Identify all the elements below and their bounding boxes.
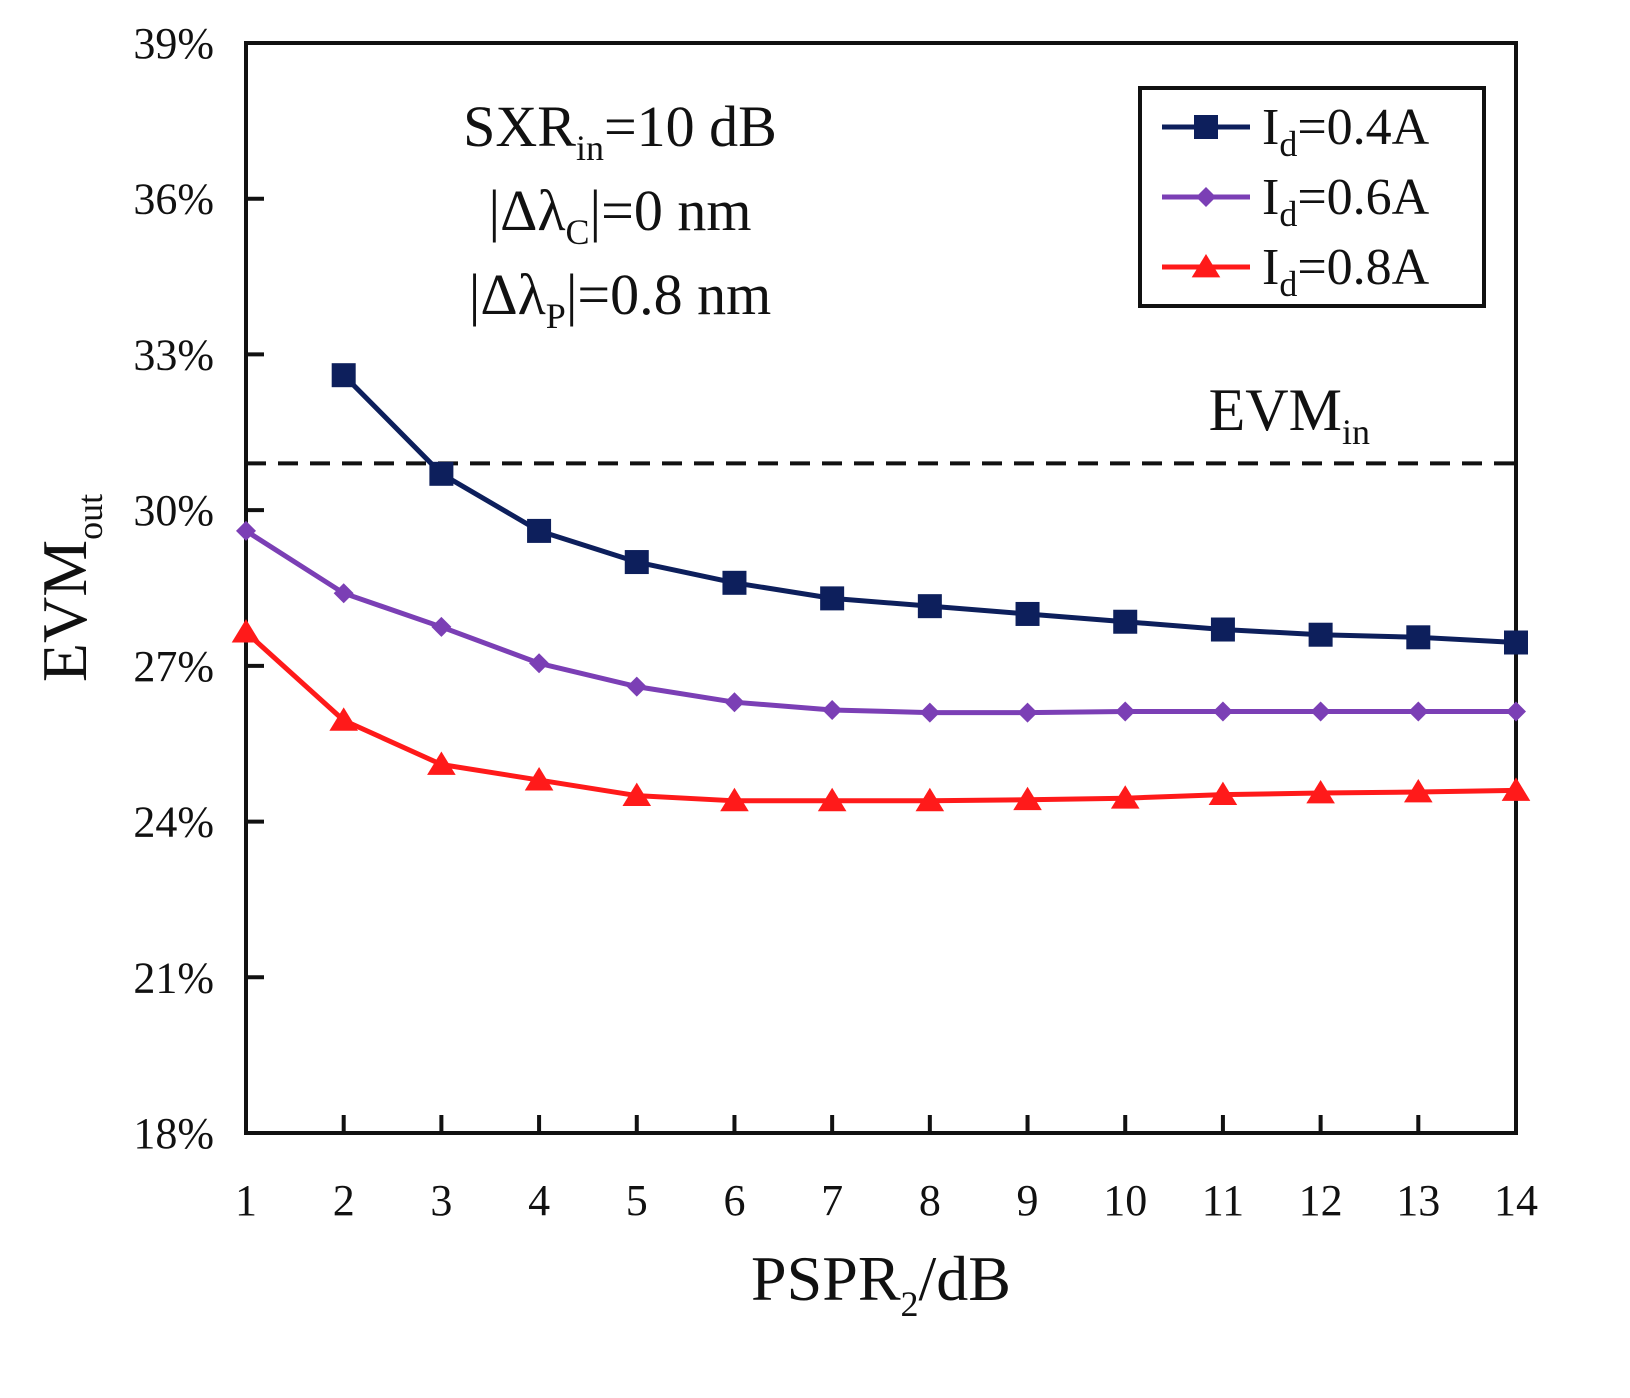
x-tick-label: 2 (333, 1176, 355, 1225)
y-tick-label: 30% (133, 486, 214, 535)
legend-marker-1 (1196, 187, 1216, 207)
y-tick-label: 18% (133, 1109, 214, 1158)
y-tick-label: 39% (133, 19, 214, 68)
x-tick-label: 12 (1299, 1176, 1343, 1225)
x-tick-label: 7 (821, 1176, 843, 1225)
evm-in-label: EVMin (1209, 377, 1370, 452)
data-point-0 (1308, 622, 1333, 647)
data-point-2 (1404, 778, 1433, 803)
data-point-0 (820, 586, 845, 611)
data-point-1 (919, 702, 940, 723)
y-tick-label: 24% (133, 798, 214, 847)
x-tick-label: 5 (626, 1176, 648, 1225)
x-tick-label: 1 (235, 1176, 257, 1225)
data-point-2 (1306, 780, 1335, 804)
x-tick-label: 4 (528, 1176, 550, 1225)
legend-marker-2 (1191, 254, 1221, 278)
data-point-2 (1013, 786, 1042, 811)
annotation-delta-lambda-p: |ΔλP|=0.8 nm (469, 262, 772, 336)
y-tick-label: 36% (133, 175, 214, 224)
legend-marker-0 (1194, 115, 1218, 139)
x-tick-label: 11 (1202, 1176, 1244, 1225)
x-tick-label: 14 (1494, 1176, 1538, 1225)
x-tick-label: 13 (1396, 1176, 1440, 1225)
data-point-0 (722, 570, 747, 595)
data-point-1 (1017, 702, 1038, 723)
data-point-1 (822, 699, 843, 720)
data-point-1 (431, 616, 452, 637)
data-point-1 (1506, 701, 1526, 722)
data-point-1 (1212, 701, 1233, 722)
legend: Id=0.4A Id=0.6A Id=0.8A (1138, 86, 1486, 308)
y-tick-label: 21% (133, 953, 214, 1002)
data-point-2 (1110, 785, 1140, 809)
data-point-0 (527, 518, 552, 543)
data-point-0 (1113, 609, 1138, 634)
data-point-2 (329, 707, 358, 731)
y-axis-title: EVMout (29, 494, 110, 682)
data-point-1 (1408, 701, 1429, 722)
data-point-1 (333, 583, 354, 604)
data-point-1 (529, 653, 550, 674)
data-point-2 (524, 767, 554, 791)
series-line-1 (244, 528, 1516, 716)
data-point-2 (720, 787, 749, 812)
data-point-1 (1310, 701, 1331, 722)
x-axis-ticks: 1 2 3 4 5 6 7 8 9 10 11 12 13 14 (235, 1115, 1538, 1225)
x-tick-label: 8 (919, 1176, 941, 1225)
data-point-0 (1015, 601, 1040, 626)
data-point-2 (817, 787, 847, 812)
data-point-1 (1115, 701, 1136, 722)
x-tick-label: 9 (1017, 1176, 1039, 1225)
y-tick-label: 27% (133, 642, 214, 691)
legend-label-1: Id=0.6A (1262, 169, 1430, 234)
data-point-1 (236, 520, 256, 541)
annotation-delta-lambda-c: |ΔλC|=0 nm (489, 178, 752, 252)
data-point-0 (1504, 630, 1528, 655)
data-point-2 (427, 751, 456, 775)
x-tick-label: 3 (430, 1176, 452, 1225)
data-point-0 (917, 594, 942, 619)
data-point-0 (331, 363, 356, 388)
data-point-2 (915, 787, 945, 812)
data-point-1 (626, 676, 647, 697)
data-point-0 (624, 550, 649, 575)
data-point-1 (724, 692, 745, 713)
data-point-2 (231, 619, 261, 643)
data-point-0 (429, 461, 454, 486)
y-tick-label: 33% (133, 330, 214, 379)
data-point-0 (1210, 617, 1235, 642)
data-point-2 (1501, 777, 1531, 801)
data-point-0 (1406, 625, 1431, 650)
legend-items (1162, 115, 1250, 278)
x-axis-title: PSPR2/dB (751, 1243, 1011, 1324)
legend-label-2: Id=0.8A (1262, 239, 1430, 304)
annotation-sxr: SXRin=10 dB (463, 94, 777, 168)
series-layer (231, 363, 1531, 812)
data-point-2 (1208, 781, 1238, 805)
data-point-2 (622, 782, 652, 807)
x-tick-label: 6 (723, 1176, 745, 1225)
y-axis-ticks: 18% 21% 24% 27% 30% 33% 36% 39% (133, 19, 264, 1158)
series-line-2 (244, 630, 1517, 804)
legend-label-0: Id=0.4A (1262, 99, 1430, 164)
x-tick-label: 10 (1103, 1176, 1147, 1225)
